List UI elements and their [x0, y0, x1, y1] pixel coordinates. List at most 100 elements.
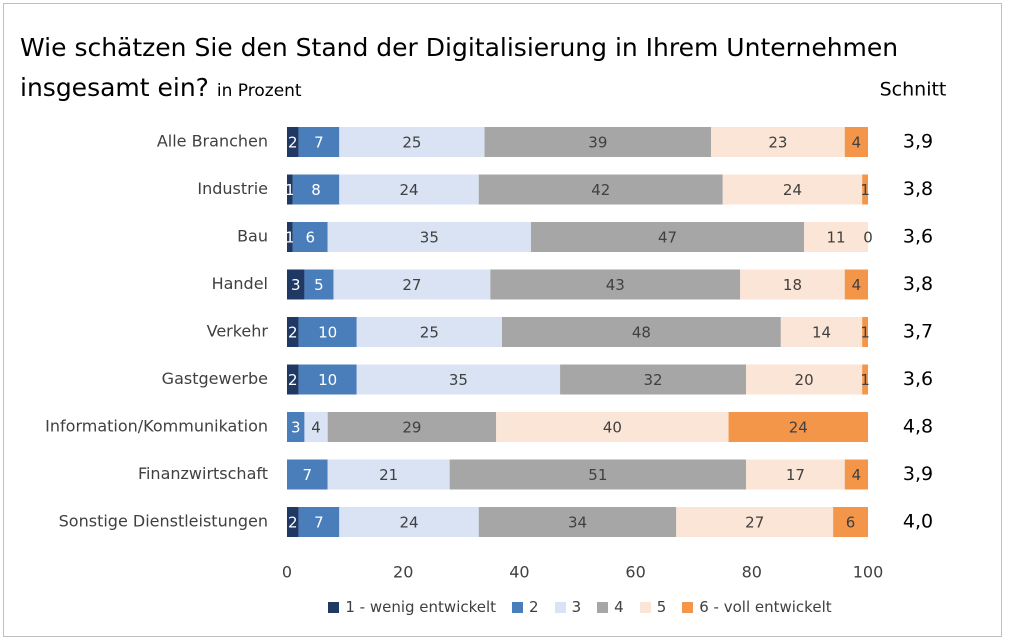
value-label: 34	[568, 514, 587, 532]
bar-segment	[676, 507, 834, 537]
value-label: 14	[812, 324, 831, 342]
bar-segment	[287, 412, 305, 442]
value-label: 1	[860, 371, 870, 389]
bar-segment	[333, 269, 491, 300]
value-label: 7	[303, 466, 313, 484]
legend-label: 6 - voll entwickelt	[699, 598, 832, 616]
chart-subtitle: in Prozent	[216, 81, 302, 101]
value-label: 1	[860, 324, 870, 342]
bar-segment	[484, 127, 712, 157]
bar-segment	[722, 174, 863, 205]
bar-segment	[287, 269, 305, 300]
bar-segment	[844, 459, 868, 490]
legend-item: 2	[512, 598, 539, 616]
bar-segment	[356, 317, 502, 347]
x-tick-label: 40	[509, 563, 529, 582]
average-label: 4,8	[903, 416, 933, 438]
legend-label: 1 - wenig entwickelt	[345, 598, 497, 616]
bar-segment	[327, 222, 532, 252]
bar-segment	[287, 174, 293, 205]
bar-segment	[780, 317, 863, 347]
legend-item: 3	[554, 598, 582, 616]
bar-segment	[298, 507, 340, 537]
legend-swatch	[512, 601, 524, 613]
average-label: 3,6	[903, 368, 933, 390]
value-label: 27	[402, 276, 421, 294]
value-label: 1	[285, 181, 295, 199]
bar-segment	[560, 364, 746, 395]
bar-segment	[304, 269, 334, 300]
average-label: 3,8	[903, 178, 933, 200]
chart-title: Wie schätzen Sie den Stand der Digitalis…	[20, 33, 899, 102]
value-label: 39	[588, 134, 607, 152]
average-label: 3,7	[903, 321, 933, 343]
value-label: 7	[314, 514, 324, 532]
value-label: 20	[795, 371, 814, 389]
legend-item: 6 - voll entwickelt	[682, 598, 832, 616]
value-label: 29	[402, 419, 421, 437]
title-block: Wie schätzen Sie den Stand der Digitalis…	[20, 28, 920, 111]
value-label: 51	[588, 466, 607, 484]
y-tick-label: Industrie	[197, 179, 268, 198]
bar-segment	[745, 459, 845, 490]
value-label: 4	[852, 466, 862, 484]
value-label: 2	[288, 371, 298, 389]
value-label: 3	[291, 419, 301, 437]
bar-segment	[862, 174, 868, 205]
bar-segment	[745, 364, 863, 395]
value-label: 18	[783, 276, 802, 294]
average-label: 3,9	[903, 131, 933, 153]
bar-segment	[292, 222, 328, 252]
bar-segment	[496, 412, 729, 442]
y-tick-label: Gastgewerbe	[162, 369, 268, 388]
bar-segment	[711, 127, 845, 157]
bar-segment	[844, 127, 868, 157]
bar-segment	[298, 317, 357, 347]
value-label: 0	[863, 229, 873, 247]
bar-segment	[339, 127, 485, 157]
y-tick-label: Information/Kommunikation	[45, 417, 268, 436]
y-tick-label: Finanzwirtschaft	[138, 464, 268, 483]
bar-segment	[304, 412, 328, 442]
legend-label: 4	[614, 598, 624, 616]
legend-label: 3	[571, 598, 582, 616]
average-label: 3,6	[903, 226, 933, 248]
bar-segment	[862, 317, 868, 347]
x-tick-label: 0	[282, 563, 292, 582]
value-label: 7	[314, 134, 324, 152]
x-tick-label: 60	[625, 563, 645, 582]
value-label: 3	[291, 276, 301, 294]
x-tick-label: 100	[853, 563, 884, 582]
value-label: 6	[305, 229, 315, 247]
legend-swatch	[554, 601, 566, 613]
bar-segment	[287, 127, 299, 157]
bar-segment	[833, 507, 868, 537]
value-label: 35	[420, 229, 439, 247]
bar-segment	[804, 222, 868, 252]
bar-segment	[339, 174, 479, 205]
bar-segment	[298, 364, 357, 395]
bar-segment	[478, 507, 677, 537]
y-tick-label: Verkehr	[207, 322, 269, 341]
bar-segment	[327, 412, 497, 442]
value-label: 8	[311, 181, 321, 199]
legend-swatch	[597, 601, 609, 613]
value-label: 24	[399, 181, 418, 199]
bar-segment	[728, 412, 868, 442]
value-label: 47	[658, 229, 677, 247]
value-label: 6	[846, 514, 856, 532]
bar-segment	[490, 269, 741, 300]
value-label: 2	[288, 324, 298, 342]
value-label: 1	[860, 181, 870, 199]
y-tick-label: Alle Branchen	[157, 132, 268, 151]
legend-swatch	[639, 601, 651, 613]
legend-item: 5	[639, 598, 666, 616]
value-label: 11	[826, 229, 845, 247]
bar-segment	[862, 364, 868, 395]
value-label: 25	[402, 134, 421, 152]
legend: 1 - wenig entwickelt 2 3 4 5 6 - voll entwick…	[0, 598, 1010, 616]
value-label: 23	[768, 134, 787, 152]
bar-segment	[478, 174, 723, 205]
